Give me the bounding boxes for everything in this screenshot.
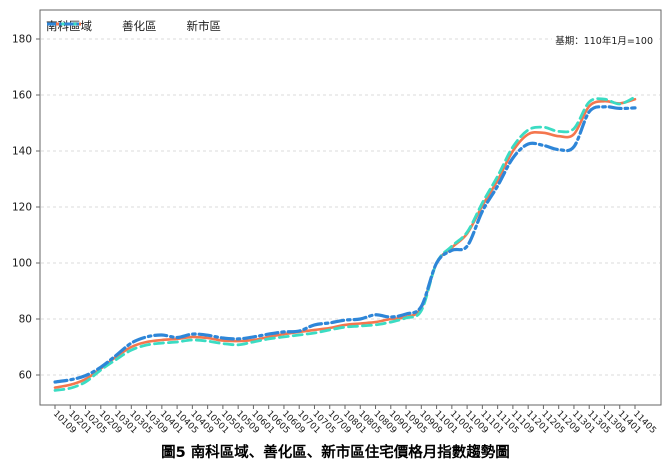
chart-caption: 圖5 南科區域、善化區、新市區住宅價格月指數趨勢圖 bbox=[161, 445, 510, 461]
y-tick-label: 80 bbox=[19, 314, 32, 326]
legend: 南科區域 善化區 新市區 bbox=[46, 19, 222, 33]
y-tick-label: 180 bbox=[12, 34, 32, 46]
legend-swatch-dashdot-icon bbox=[47, 22, 81, 26]
legend-item-shanhua: 善化區 bbox=[47, 19, 157, 33]
legend-label-nanke: 南科區域 bbox=[46, 19, 92, 33]
legend-label-shanhua: 善化區 bbox=[122, 19, 157, 33]
base-period-note: 基期：110年1月=100 bbox=[552, 33, 656, 47]
price-index-chart: 60 80 100 120 140 160 180 10109 10201 10205 10209 1… bbox=[12, 9, 662, 436]
series-line-shanhua bbox=[53, 95, 637, 392]
series-line-xinshi bbox=[53, 105, 637, 384]
y-tick-label: 120 bbox=[12, 202, 32, 214]
plot-canvas: 6080100120140160180101091020110205102091… bbox=[12, 9, 662, 436]
y-tick-label: 100 bbox=[12, 258, 32, 270]
y-tick-label: 60 bbox=[19, 370, 32, 382]
y-tick-label: 140 bbox=[12, 146, 32, 158]
legend-item-xinshi: 新市區 bbox=[47, 19, 222, 33]
series-line-nanke bbox=[53, 97, 637, 389]
legend-label-xinshi: 新市區 bbox=[186, 19, 222, 33]
y-tick-label: 160 bbox=[12, 90, 32, 102]
